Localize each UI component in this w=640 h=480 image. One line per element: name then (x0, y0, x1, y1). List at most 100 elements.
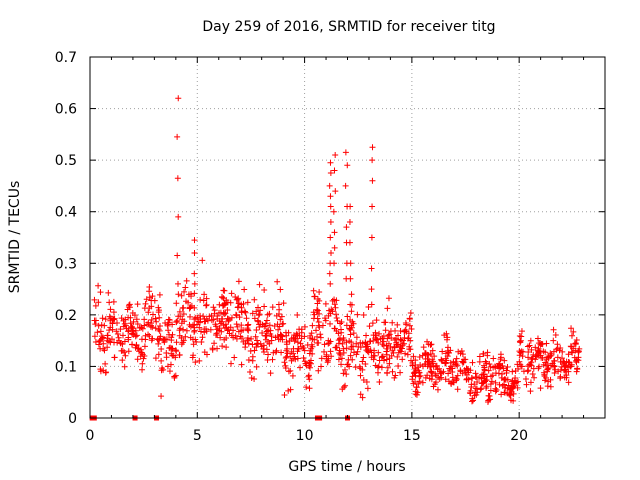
data-point (531, 374, 538, 381)
data-point (484, 349, 491, 356)
data-point (552, 331, 559, 338)
data-point (548, 351, 555, 358)
data-point (256, 281, 263, 288)
data-point (192, 336, 199, 343)
data-point (156, 291, 163, 298)
data-point (221, 336, 228, 343)
data-point (378, 354, 385, 361)
data-point (326, 270, 333, 277)
data-point (105, 289, 112, 296)
data-point (343, 339, 350, 346)
data-point (389, 368, 396, 375)
data-point (233, 312, 240, 319)
data-point (280, 320, 287, 327)
data-point (141, 316, 148, 323)
data-point (509, 368, 516, 375)
data-point (314, 307, 321, 314)
data-point (483, 383, 490, 390)
data-point (376, 330, 383, 337)
data-point (216, 301, 223, 308)
data-point (235, 295, 242, 302)
data-point (407, 337, 414, 344)
data-point (473, 385, 480, 392)
data-point (469, 398, 476, 405)
data-point (532, 353, 539, 360)
data-point (110, 298, 117, 305)
data-point (467, 367, 474, 374)
data-point (332, 188, 339, 195)
data-point (277, 286, 284, 293)
data-point (381, 319, 388, 326)
data-point (113, 320, 120, 327)
data-point (97, 289, 104, 296)
data-point (499, 370, 506, 377)
data-point (449, 374, 456, 381)
data-point (119, 357, 126, 364)
data-point (406, 315, 413, 322)
data-point (327, 338, 334, 345)
data-point (477, 386, 484, 393)
data-point (208, 312, 215, 319)
data-point (544, 361, 551, 368)
data-point (529, 355, 536, 362)
data-point (284, 350, 291, 357)
y-tick-label: 0.3 (55, 256, 77, 272)
data-point (309, 322, 316, 329)
data-point (164, 322, 171, 329)
data-point (419, 379, 426, 386)
data-point (104, 344, 111, 351)
data-point (319, 322, 326, 329)
data-point (530, 365, 537, 372)
data-point (483, 376, 490, 383)
data-point (97, 336, 104, 343)
data-point (178, 292, 185, 299)
data-point (350, 343, 356, 350)
data-point (353, 351, 360, 358)
data-point (224, 299, 231, 306)
data-point (507, 392, 514, 399)
data-point (263, 346, 270, 353)
data-point (374, 336, 381, 343)
data-point (235, 278, 242, 285)
data-point (260, 345, 267, 352)
y-tick-label: 0.1 (55, 359, 77, 375)
data-point (457, 367, 464, 374)
data-point (222, 321, 229, 328)
data-point (568, 325, 575, 332)
data-point (573, 337, 580, 344)
data-point (346, 219, 353, 226)
data-point (572, 357, 579, 364)
data-point (447, 363, 454, 370)
data-point (306, 376, 313, 383)
data-point (394, 321, 401, 328)
data-point (328, 249, 335, 256)
data-point (356, 363, 363, 370)
data-point (269, 304, 276, 311)
data-point (547, 376, 554, 383)
data-point (187, 313, 194, 320)
data-point (459, 351, 466, 358)
data-point (438, 357, 445, 364)
data-point (341, 366, 348, 373)
data-point (266, 322, 273, 329)
data-point (362, 361, 369, 368)
data-point (543, 374, 550, 381)
data-point (518, 328, 525, 335)
data-point (550, 326, 557, 333)
data-point (193, 321, 200, 328)
data-point (194, 314, 201, 321)
data-point (110, 316, 117, 323)
data-point (146, 294, 153, 301)
axis-ticks: 0 0.1 0.2 0.3 0.4 0.5 0.6 0.7 0 5 10 15 20 (55, 50, 605, 444)
data-point (253, 327, 260, 334)
data-point (551, 363, 558, 370)
data-point (427, 368, 434, 375)
data-point (509, 383, 516, 390)
data-point (302, 360, 309, 367)
data-point (249, 341, 256, 348)
data-point (301, 358, 308, 365)
data-point (228, 314, 235, 321)
data-point (359, 358, 366, 365)
data-point (331, 244, 338, 251)
data-point (428, 341, 435, 348)
